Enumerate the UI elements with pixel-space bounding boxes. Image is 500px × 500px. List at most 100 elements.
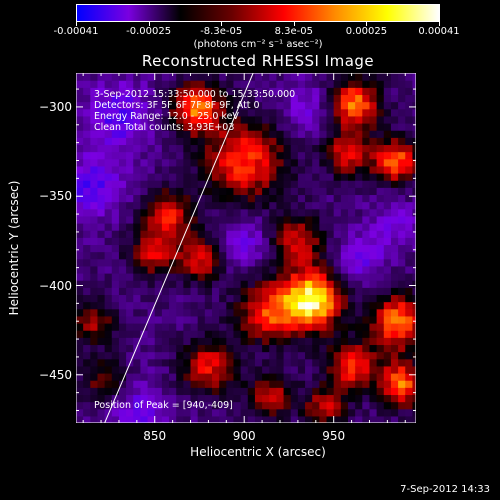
heatmap-cell: [305, 373, 313, 381]
heatmap-cell: [83, 323, 91, 331]
heatmap-cell: [362, 73, 371, 81]
heatmap-cell: [283, 337, 292, 346]
heatmap-cell: [147, 73, 156, 81]
heatmap-cell: [176, 323, 184, 331]
heatmap-cell: [290, 394, 299, 403]
heatmap-cell: [219, 115, 227, 124]
heatmap-cell: [126, 230, 134, 238]
heatmap-cell: [76, 94, 84, 103]
heatmap-cell: [76, 244, 84, 253]
heatmap-cell: [362, 230, 371, 238]
heatmap-cell: [219, 251, 227, 260]
heatmap-cell: [405, 230, 414, 238]
heatmap-cell: [283, 344, 292, 353]
heatmap-cell: [111, 137, 120, 146]
heatmap-cell: [169, 108, 177, 117]
heatmap-cell: [283, 415, 292, 423]
heatmap-cell: [140, 108, 149, 117]
heatmap-cell: [133, 80, 142, 88]
heatmap-cell: [212, 230, 220, 238]
heatmap-cell: [376, 165, 385, 174]
heatmap-cell: [76, 165, 84, 174]
heatmap-cell: [169, 230, 177, 238]
heatmap-cell: [226, 287, 235, 296]
heatmap-cell: [240, 230, 249, 238]
heatmap-cell: [383, 130, 392, 138]
heatmap-cell: [111, 373, 120, 381]
heatmap-cell: [262, 208, 270, 217]
heatmap-cell: [104, 315, 113, 324]
heatmap-cell: [297, 337, 306, 346]
heatmap-cell: [398, 315, 406, 324]
heatmap-cell: [197, 280, 206, 288]
heatmap-cell: [319, 251, 328, 260]
heatmap-cell: [183, 394, 192, 403]
colorbar-tick-label: 0.00041: [418, 26, 460, 37]
heatmap-cell: [326, 215, 335, 224]
heatmap-cell: [76, 215, 84, 224]
heatmap-cell: [283, 165, 292, 174]
heatmap-cell: [405, 158, 414, 167]
heatmap-cell: [104, 187, 113, 196]
heatmap-cell: [412, 401, 416, 410]
heatmap-cell: [233, 137, 242, 146]
heatmap-cell: [140, 273, 149, 281]
heatmap-cell: [240, 223, 249, 231]
heatmap-cell: [254, 237, 263, 246]
heatmap-cell: [376, 230, 385, 238]
heatmap-cell: [326, 358, 335, 367]
heatmap-cell: [333, 215, 342, 224]
heatmap-cell: [276, 330, 285, 338]
heatmap-cell: [219, 151, 227, 160]
heatmap-cell: [362, 365, 371, 374]
heatmap-cell: [190, 387, 199, 396]
heatmap-cell: [290, 337, 299, 346]
heatmap-cell: [412, 180, 416, 188]
heatmap-cell: [147, 358, 156, 367]
heatmap-cell: [111, 337, 120, 346]
heatmap-cell: [348, 323, 356, 331]
heatmap-cell: [190, 123, 199, 131]
heatmap-cell: [412, 294, 416, 303]
heatmap-cell: [340, 265, 349, 274]
heatmap-cell: [362, 87, 371, 96]
heatmap-cell: [140, 137, 149, 146]
heatmap-cell: [262, 101, 270, 110]
colorbar: [76, 4, 440, 22]
heatmap-cell: [154, 80, 163, 88]
heatmap-cell: [355, 365, 363, 374]
heatmap-cell: [376, 151, 385, 160]
heatmap-cell: [369, 265, 378, 274]
heatmap-cell: [369, 323, 378, 331]
heatmap-cell: [269, 294, 278, 303]
heatmap-cell: [190, 173, 199, 181]
heatmap-cell: [212, 180, 220, 188]
heatmap-cell: [355, 244, 363, 253]
heatmap-cell: [369, 144, 378, 153]
heatmap-cell: [254, 151, 263, 160]
heatmap-cell: [312, 237, 320, 246]
heatmap-cell: [226, 144, 235, 153]
heatmap-cell: [312, 358, 320, 367]
heatmap-cell: [118, 151, 127, 160]
heatmap-cell: [333, 387, 342, 396]
heatmap-cell: [262, 408, 270, 417]
heatmap-cell: [118, 344, 127, 353]
heatmap-cell: [276, 201, 285, 210]
heatmap-cell: [240, 373, 249, 381]
heatmap-cell: [183, 287, 192, 296]
heatmap-cell: [262, 280, 270, 288]
heatmap-cell: [283, 244, 292, 253]
heatmap-cell: [140, 173, 149, 181]
heatmap-cell: [118, 187, 127, 196]
heatmap-cell: [240, 394, 249, 403]
heatmap-cell: [169, 265, 177, 274]
heatmap-cell: [326, 165, 335, 174]
heatmap-cell: [412, 358, 416, 367]
heatmap-cell: [204, 187, 213, 196]
heatmap-cell: [140, 337, 149, 346]
heatmap-cell: [169, 358, 177, 367]
heatmap-cell: [348, 344, 356, 353]
heatmap-cell: [276, 130, 285, 138]
heatmap-cell: [212, 80, 220, 88]
